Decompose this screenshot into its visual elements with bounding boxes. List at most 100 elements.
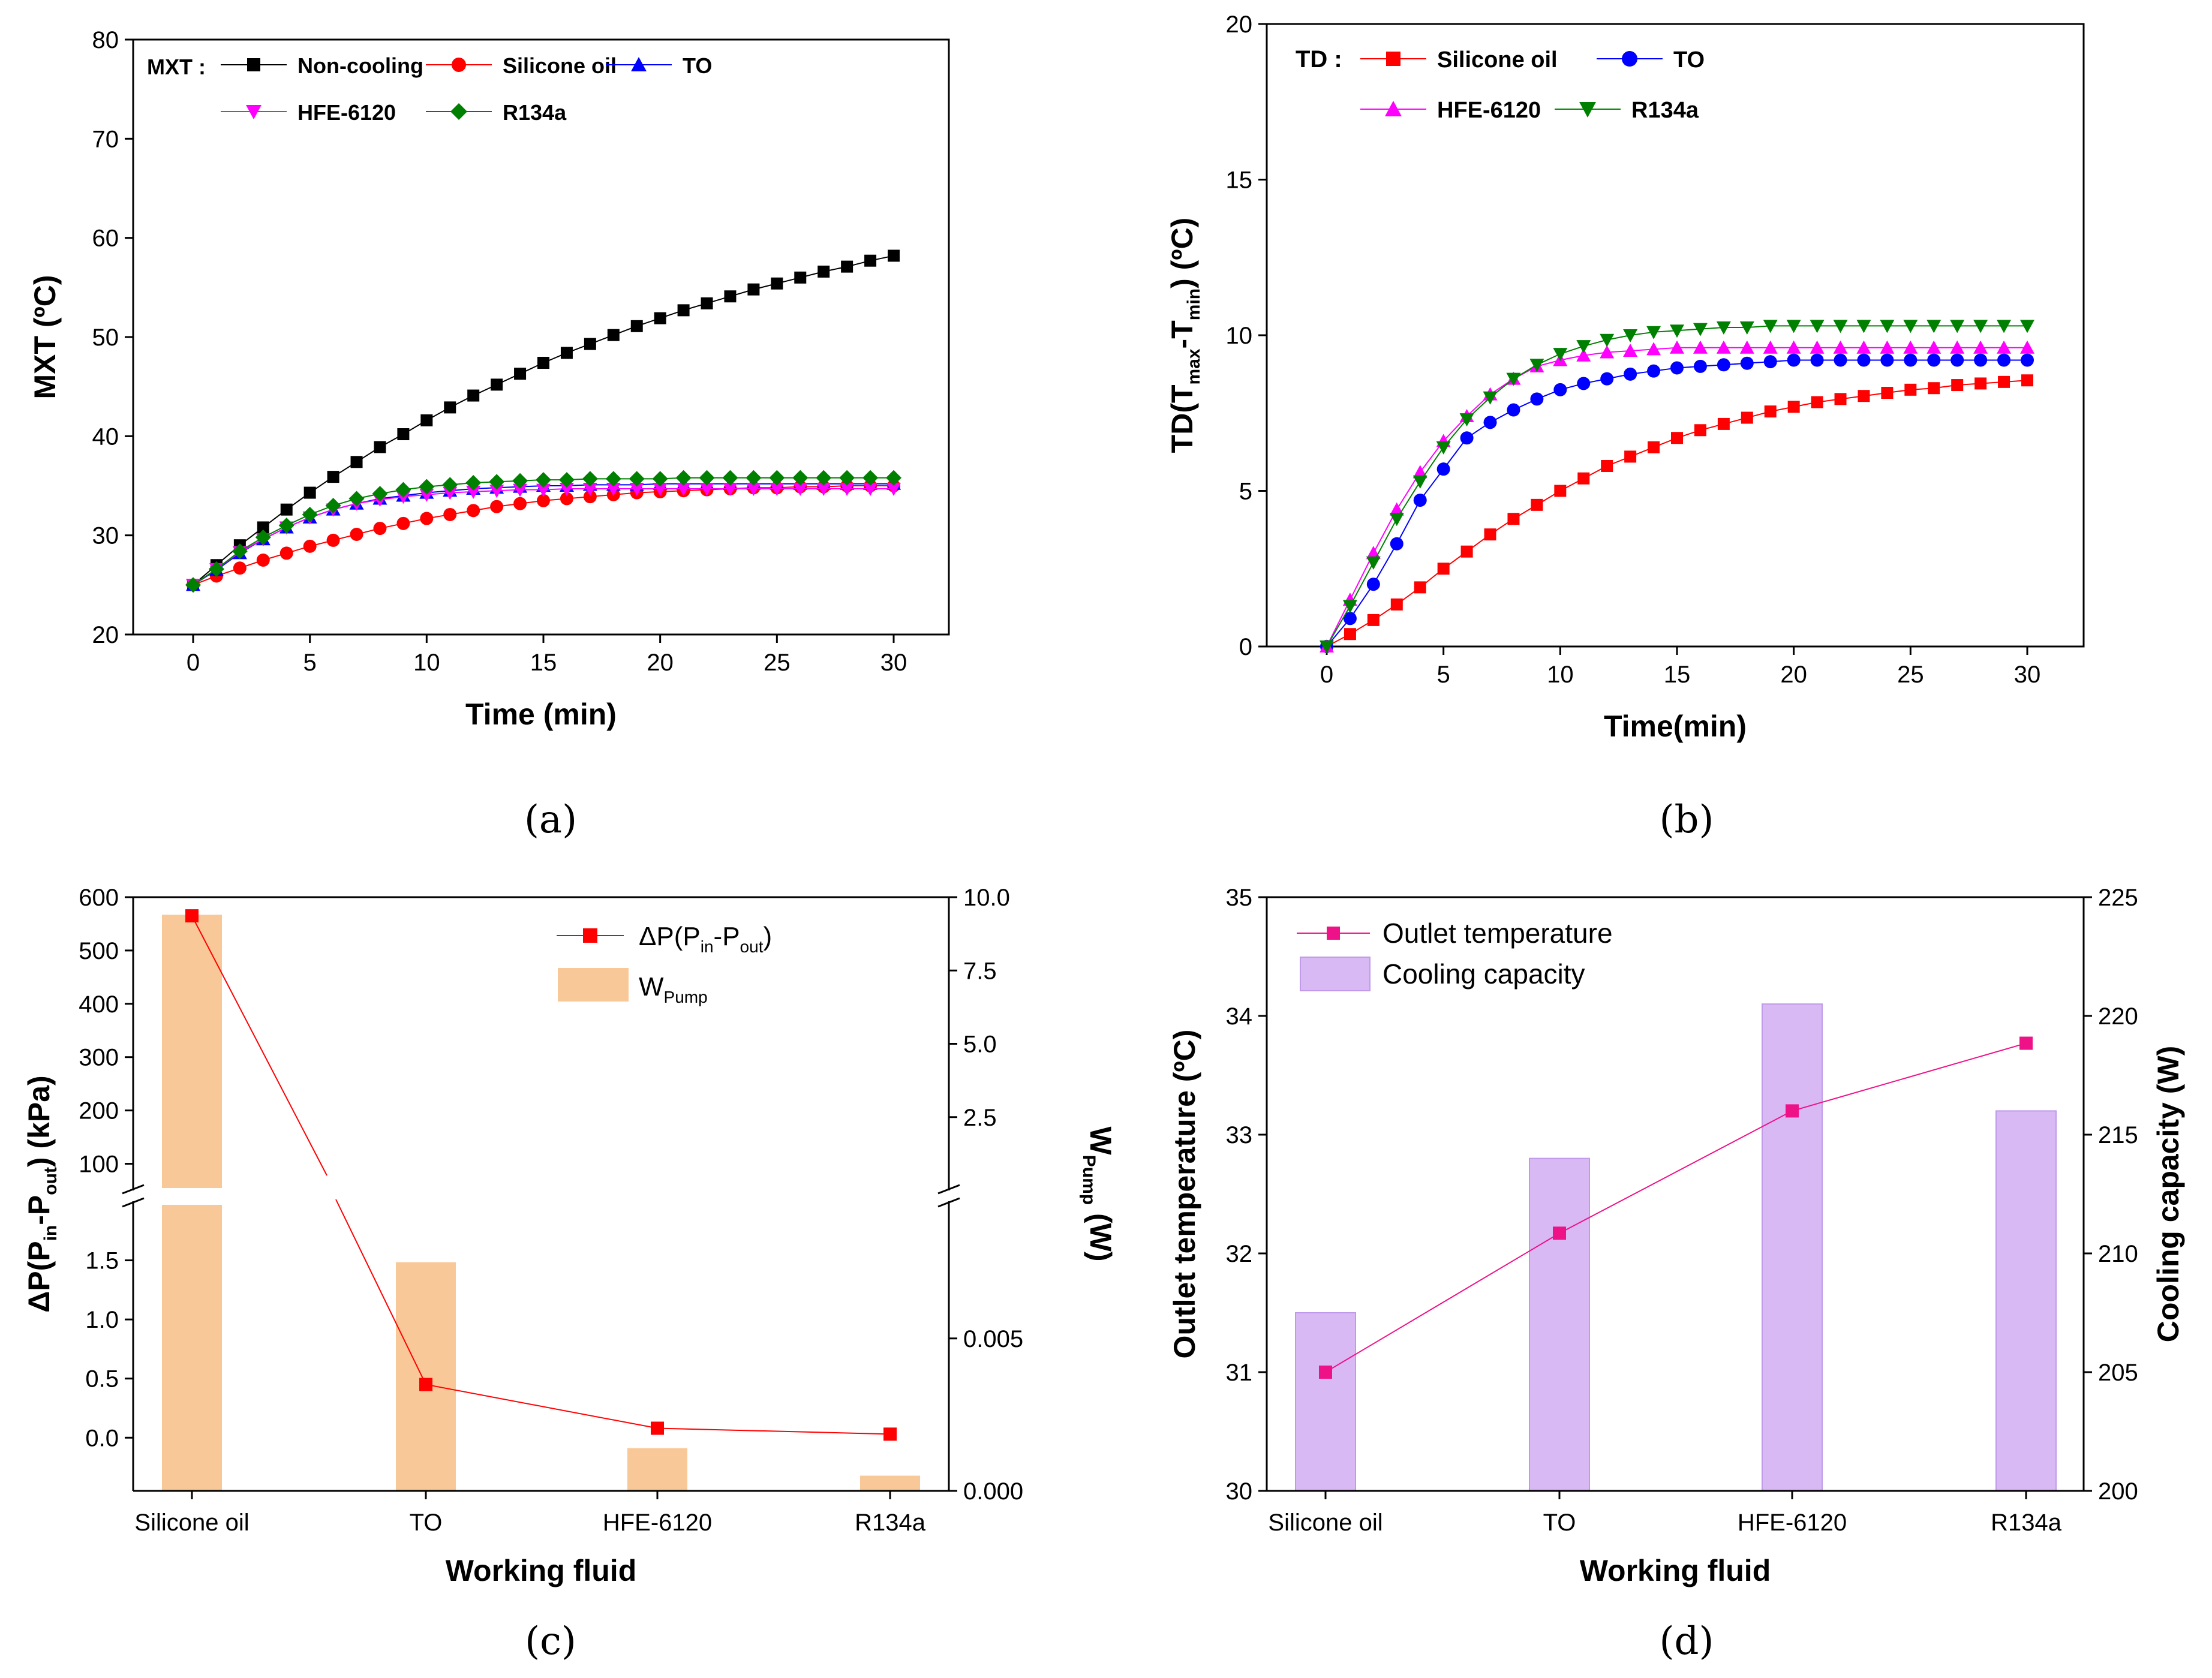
data-point-c (419, 1378, 432, 1391)
data-point-b (1367, 614, 1380, 626)
data-point-a (862, 470, 879, 486)
bar-w-pump (860, 1475, 920, 1491)
bar-cooling-capacity (1295, 1312, 1356, 1491)
data-point-b (1459, 413, 1474, 427)
bar-w-pump (162, 915, 222, 1188)
data-point-b (2020, 320, 2034, 333)
data-point-b (1624, 450, 1637, 463)
data-point-a (746, 470, 762, 486)
x-axis-label-c: Working fluid (446, 1554, 636, 1587)
data-point-a (327, 471, 339, 483)
data-point-a (653, 482, 668, 496)
data-point-b (1670, 340, 1684, 354)
data-point-a (374, 441, 386, 453)
data-point-b (1716, 340, 1731, 354)
data-point-b (1389, 513, 1404, 527)
data-point-a (584, 338, 596, 350)
data-point-a (606, 482, 621, 496)
data-point-b (1670, 324, 1684, 338)
data-point-a (560, 347, 573, 359)
y-tick-label-d: 35 (1226, 885, 1253, 911)
data-point-b (1974, 377, 1987, 390)
y-tick-label-a: 70 (92, 126, 119, 152)
y-tick-label-a: 30 (92, 523, 119, 549)
data-point-a (467, 504, 480, 518)
data-point-b (1624, 367, 1637, 381)
data-point-b (1694, 424, 1706, 437)
legend-label-a: TO (683, 53, 712, 78)
data-point-c (883, 1427, 897, 1441)
legend-label-c: ΔP(Pin-Pout) (639, 922, 772, 956)
data-point-d (2019, 1036, 2033, 1050)
y-tick-label-c: 0.0 (85, 1425, 119, 1451)
legend-label-b: R134a (1631, 98, 1699, 123)
data-point-a (886, 482, 901, 496)
series-line-c (335, 1199, 426, 1385)
plot-frame-a (132, 38, 950, 636)
panel-a-mxt-chart: 0 5 10 15 20 25 30 20 30 40 50 60 70 80 Time (min) MXT … (28, 27, 950, 731)
data-point-a (373, 522, 387, 536)
x-tick-label-b: 20 (1780, 661, 1807, 688)
y-tick-label-a: 50 (92, 324, 119, 351)
data-point-b (1904, 383, 1917, 396)
legend-prefix-a: MXT : (147, 55, 206, 79)
data-point-a (302, 506, 318, 522)
data-point-a (558, 472, 575, 488)
legend-label-a: Non-cooling (297, 53, 423, 78)
data-point-b (1811, 396, 1823, 408)
axis-break-mark (937, 1184, 960, 1195)
data-point-a (722, 470, 738, 486)
data-point-b (1903, 340, 1918, 354)
data-point-b (1623, 329, 1638, 342)
bar-cooling-capacity (1762, 1003, 1823, 1491)
data-point-a (701, 297, 713, 309)
data-point-b (1904, 353, 1918, 367)
data-point-a (514, 368, 527, 380)
x-tick-label-c: TO (410, 1509, 443, 1536)
data-point-a (536, 483, 551, 497)
data-point-b (1810, 353, 1824, 367)
data-point-a (841, 260, 853, 273)
y-tick-label-d: 31 (1226, 1360, 1253, 1386)
data-point-b (1857, 353, 1871, 367)
legend-label-b: HFE-6120 (1437, 98, 1541, 123)
data-point-a (794, 271, 807, 284)
legend-label-b: TO (1673, 47, 1705, 73)
data-point-a (256, 554, 270, 567)
data-point-d (1553, 1226, 1566, 1240)
legend-marker-a (450, 103, 467, 120)
data-point-a (396, 516, 410, 530)
x-tick-label-b: 10 (1547, 661, 1574, 688)
y-tick-label-b: 15 (1226, 167, 1253, 194)
data-point-b (1484, 528, 1496, 541)
data-point-b (1856, 340, 1871, 354)
data-point-b (1553, 383, 1567, 396)
data-point-a (770, 482, 785, 496)
data-point-b (1834, 353, 1847, 367)
y2-tick-label-c: 7.5 (963, 958, 997, 984)
data-point-a (350, 456, 363, 468)
data-point-a (303, 486, 316, 499)
data-point-a (489, 485, 504, 498)
caption-c: (c) (525, 1619, 576, 1664)
data-point-b (1320, 640, 1334, 654)
data-point-b (1741, 411, 1753, 424)
data-point-b (1670, 361, 1684, 375)
legend-marker-d (1327, 927, 1340, 940)
data-point-b (1950, 353, 1964, 367)
legend-marker-b (1622, 51, 1637, 67)
data-point-a (280, 503, 293, 516)
data-point-b (1577, 472, 1590, 485)
data-point-d (1786, 1104, 1799, 1118)
legend-label-b: Silicone oil (1437, 47, 1558, 73)
x-tick-label-a: 30 (880, 649, 907, 676)
caption-b: (b) (1659, 798, 1714, 842)
data-point-a (629, 482, 644, 496)
data-point-a (395, 482, 411, 498)
data-point-a (442, 477, 458, 493)
data-point-b (1671, 432, 1683, 444)
data-point-b (1950, 320, 1965, 333)
y-tick-label-d: 34 (1226, 1003, 1253, 1030)
data-point-b (1927, 320, 1941, 333)
data-point-b (1974, 353, 1988, 367)
